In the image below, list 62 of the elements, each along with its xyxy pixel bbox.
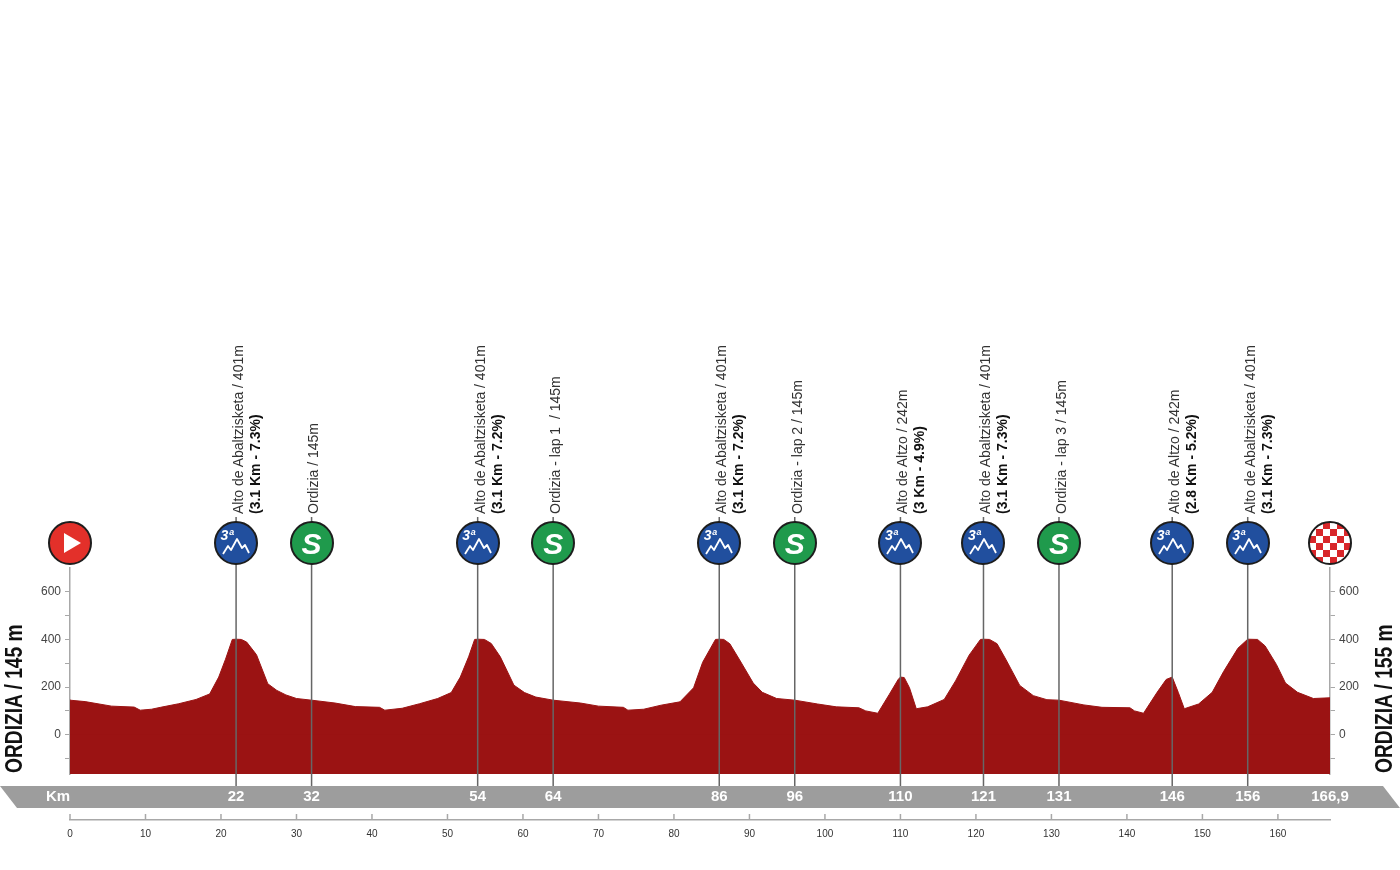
y2-tick-label: 200 xyxy=(1339,679,1360,694)
x2-tick-label: 96 xyxy=(786,787,804,805)
x-tick-label: 130 xyxy=(1043,827,1061,839)
y-tick-label: 200 xyxy=(40,679,62,694)
text: 3ª xyxy=(1156,527,1170,543)
x-tick-label: 50 xyxy=(441,827,454,839)
x-tick-label: 10 xyxy=(139,827,152,839)
ref-line-label: Alto de Abaltzisketa / 401m (3.1 Km - 7.3%) xyxy=(1241,345,1275,514)
x-tick-label: 90 xyxy=(743,827,756,839)
text: S xyxy=(301,527,322,560)
ref-line-label: Ordizia - lap 1 / 145m xyxy=(547,376,564,514)
x2-tick-label: 156 xyxy=(1235,787,1261,805)
x-tick-label: 150 xyxy=(1194,827,1212,839)
text: S xyxy=(1048,527,1069,560)
x-tick-label: 40 xyxy=(366,827,378,839)
text: S xyxy=(784,527,805,560)
x-tick-label: 100 xyxy=(816,827,834,839)
text: S xyxy=(543,527,564,560)
x-tick-label: 110 xyxy=(892,827,909,839)
x-tick-label: 120 xyxy=(967,827,985,839)
x2-tick-label: 86 xyxy=(710,787,728,805)
y-tick-label: 600 xyxy=(40,584,62,599)
x2-tick-label: 166,9 xyxy=(1311,787,1349,805)
x2-tick-label: 54 xyxy=(469,787,487,805)
ref-line-label: Alto de Altzo / 242m (2.8 Km - 5.2%) xyxy=(1166,389,1200,514)
text: 3ª xyxy=(967,527,981,543)
x2-tick-label: 131 xyxy=(1046,787,1072,805)
y-tick-label: 400 xyxy=(40,631,62,646)
x2-tick-label: 22 xyxy=(227,787,245,805)
x-tick-label: 0 xyxy=(67,827,74,839)
x2-axis-title: Km xyxy=(45,787,71,805)
ref-line-label: Alto de Abaltzisketa / 401m (3.1 Km - 7.2%) xyxy=(713,345,747,514)
x2-tick-label: 32 xyxy=(303,787,320,805)
x-tick-label: 80 xyxy=(668,827,680,839)
ref-line-label: Alto de Abaltzisketa / 401m (3.1 Km - 7.2%) xyxy=(471,345,505,514)
text: 3ª xyxy=(703,527,717,543)
x-tick-label: 140 xyxy=(1118,827,1136,839)
text: ORDIZIA / 155 m xyxy=(1369,624,1398,773)
ref-line-label: Ordizia / 145m xyxy=(305,422,322,514)
y2-tick-label: 0 xyxy=(1339,727,1346,742)
y-tick-label: 0 xyxy=(54,727,62,742)
ref-line-label: Ordizia - lap 2 / 145m xyxy=(788,380,805,514)
ref-line-label: Alto de Abaltzisketa / 401m (3.1 Km - 7.3%) xyxy=(229,345,263,514)
ref-line-label: Alto de Abaltzisketa / 401m (3.1 Km - 7.3%) xyxy=(977,345,1011,514)
x2-tick-label: 121 xyxy=(970,787,996,805)
ref-line-label: Ordizia - lap 3 / 145m xyxy=(1052,380,1069,514)
x2-tick-label: 64 xyxy=(544,787,563,805)
x-tick-label: 30 xyxy=(290,827,303,839)
text: 3ª xyxy=(220,527,234,543)
text: 3ª xyxy=(884,527,898,543)
y2-tick-label: 600 xyxy=(1339,584,1360,599)
x2-tick-label: 146 xyxy=(1159,787,1185,805)
x-tick-label: 60 xyxy=(517,827,529,839)
x-tick-label: 20 xyxy=(215,827,227,839)
text: 3ª xyxy=(462,527,476,543)
ref-line-label: Alto de Altzo / 242m (3 Km - 4.9%) xyxy=(894,389,928,514)
x2-tick-label: 110 xyxy=(888,787,913,805)
text: 3ª xyxy=(1232,527,1246,543)
x-tick-label: 70 xyxy=(592,827,605,839)
y2-tick-label: 400 xyxy=(1339,631,1360,646)
text: ORDIZIA / 145 m xyxy=(0,624,28,773)
x-tick-label: 160 xyxy=(1269,827,1287,839)
